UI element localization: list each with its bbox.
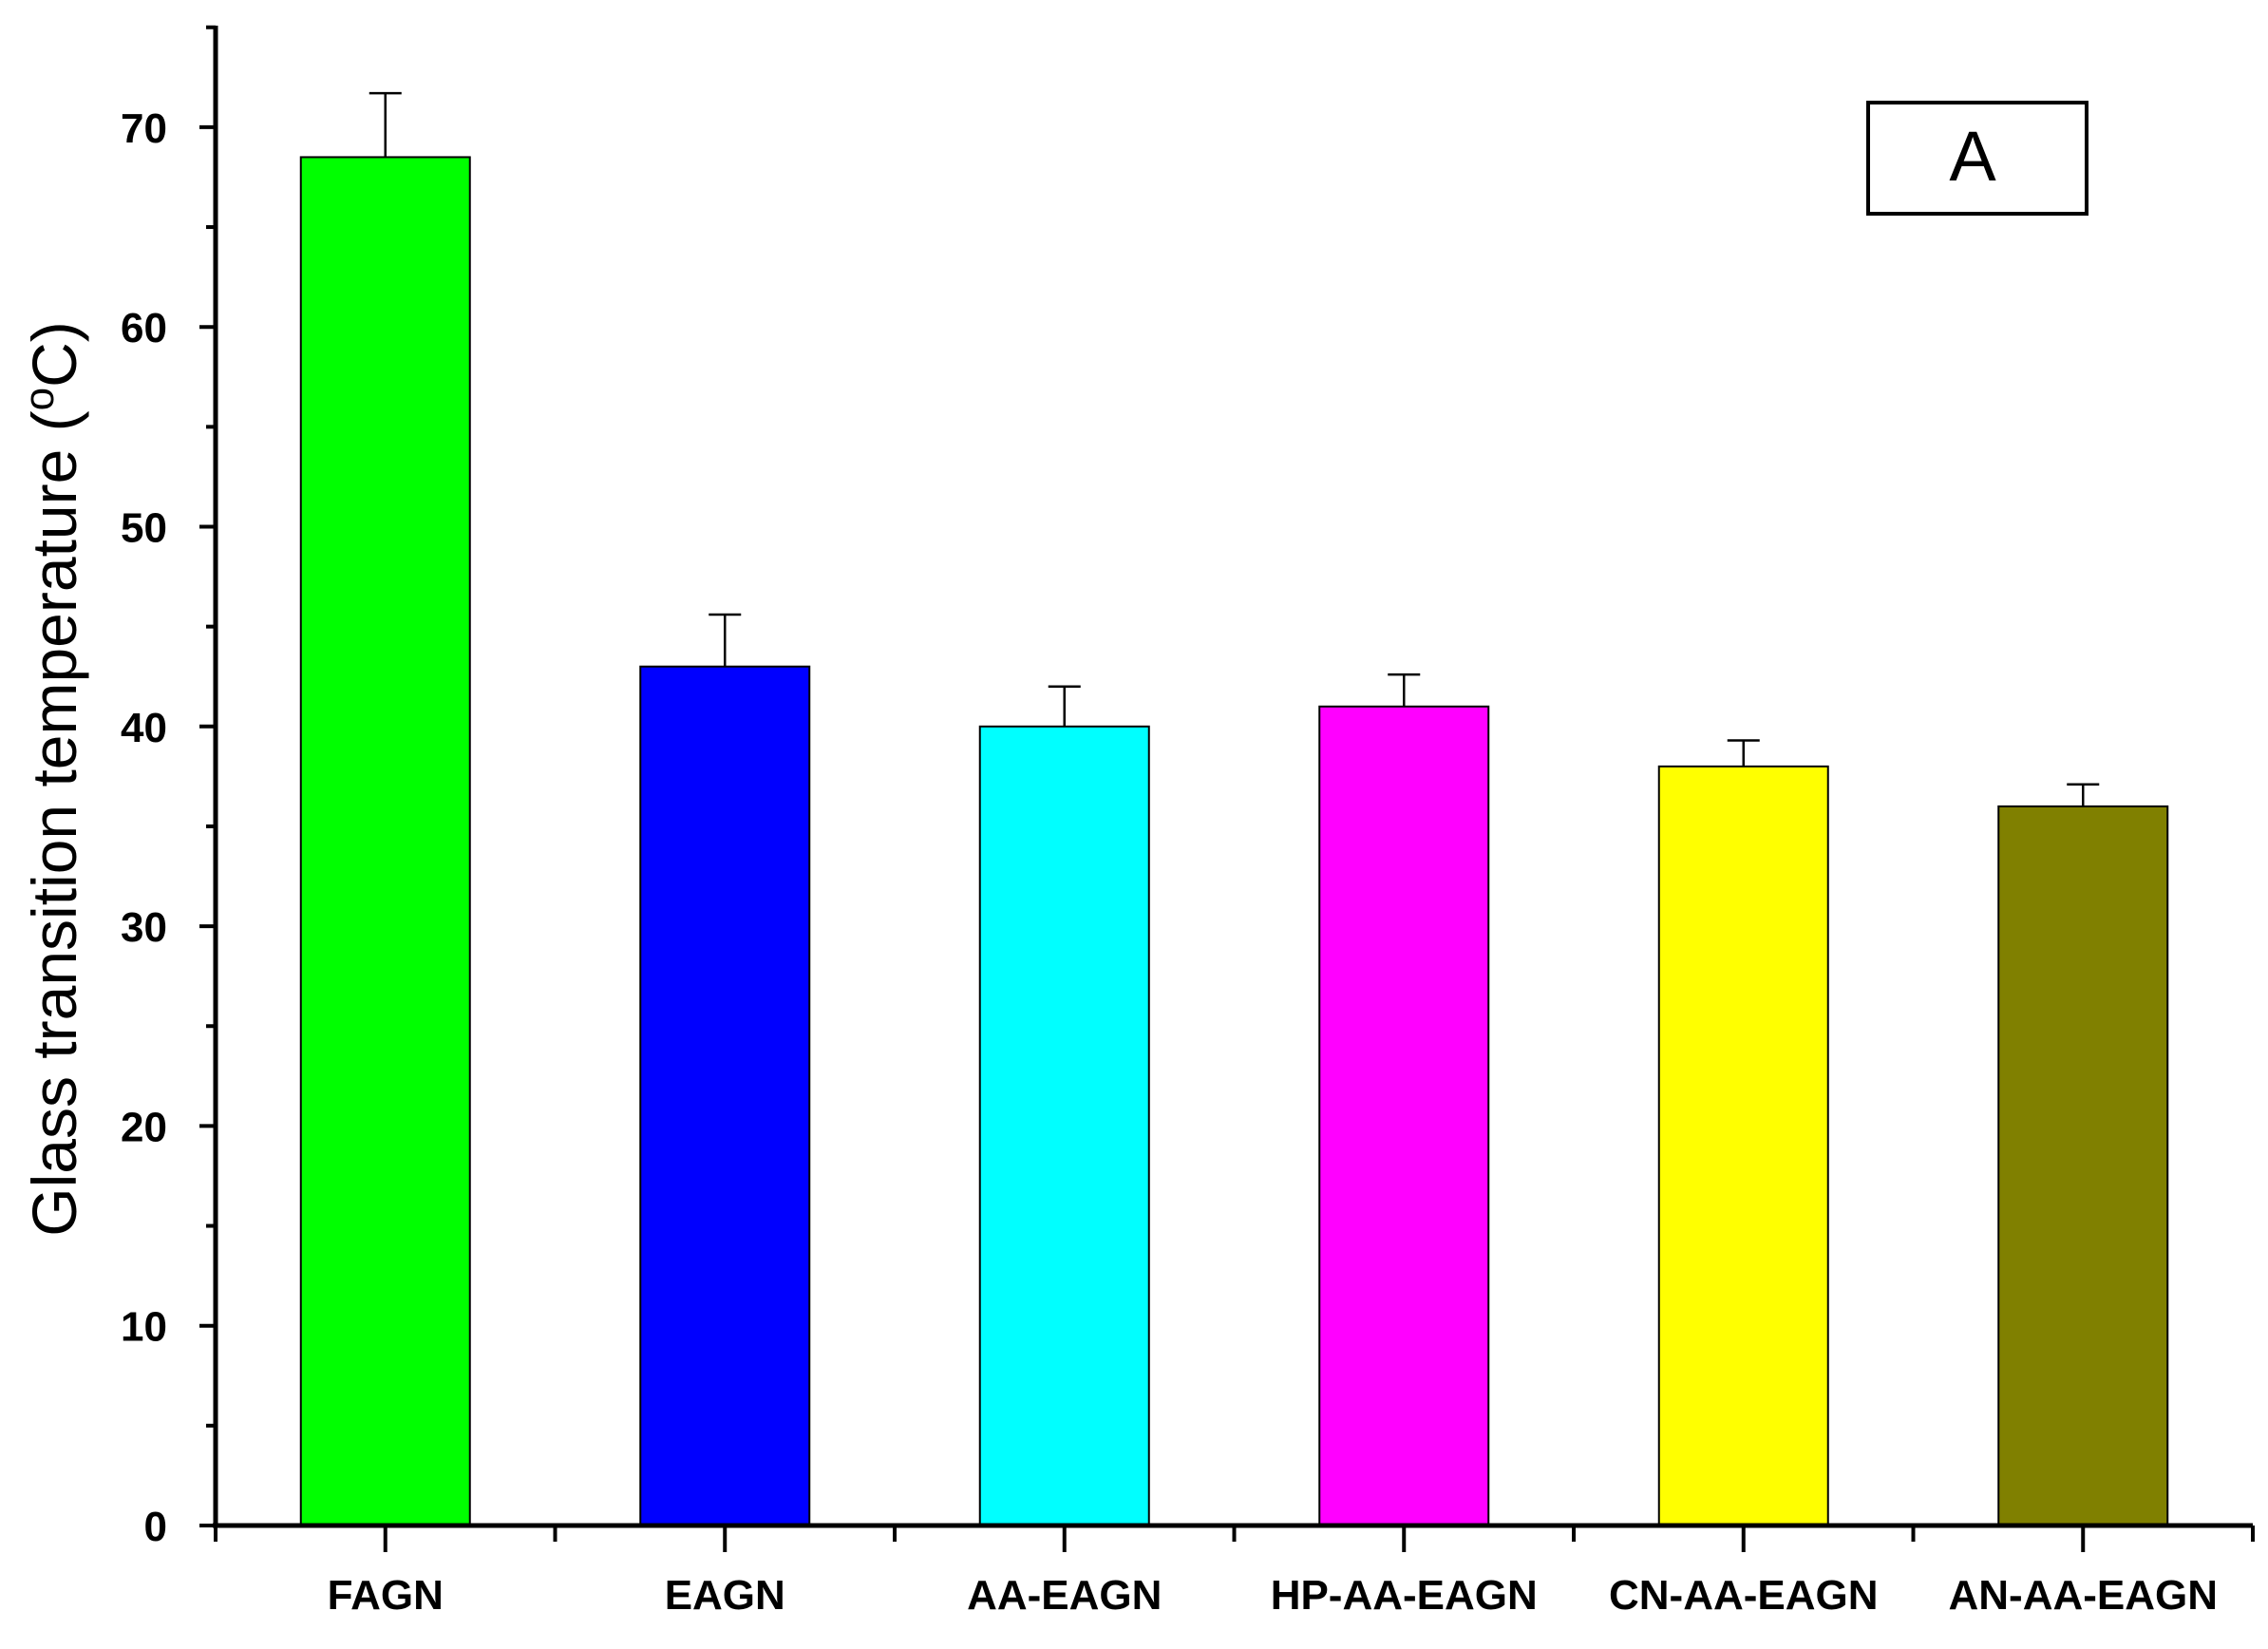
y-tick-label-50: 50 [121,505,167,552]
annotation-label: A [1949,117,1996,196]
x-tick-label-fagn: FAGN [328,1572,444,1619]
y-axis-title-main: Glass transition temperature ( [19,410,89,1236]
bar-aa-eagn [978,725,1150,1526]
bar-hp-aa-eagn [1318,705,1490,1526]
y-tick-label-10: 10 [121,1304,167,1351]
y-ticks-group: 0 10 20 30 40 50 60 70 [121,25,216,1550]
bars-group [299,156,2169,1527]
x-ticks-group: FAGN EAGN AA-EAGN HP-AA-EAGN CN-AA-EAGN AN-AA… [214,1526,2255,1619]
x-tick-label-cn-aa-eagn: CN-AA-EAGN [1609,1572,1879,1619]
y-tick-label-70: 70 [121,105,167,152]
error-bars-group [369,91,2100,806]
y-tick-label-60: 60 [121,305,167,351]
x-tick-label-eagn: EAGN [665,1572,785,1619]
y-tick-label-30: 30 [121,904,167,951]
axes-group [213,26,2253,1528]
bar-fagn [299,156,471,1527]
y-axis-title-degree: o [16,388,63,410]
y-tick-label-0: 0 [144,1504,167,1550]
x-tick-label-hp-aa-eagn: HP-AA-EAGN [1271,1572,1538,1619]
y-tick-label-40: 40 [121,705,167,751]
x-tick-label-an-aa-eagn: AN-AA-EAGN [1948,1572,2218,1619]
bar-eagn [639,665,811,1526]
annotation-box: A [1866,101,2088,216]
bar-an-aa-eagn [1997,805,2169,1526]
y-axis-title: Glass transition temperature (oC) [16,321,89,1236]
y-tick-label-20: 20 [121,1104,167,1150]
bar-cn-aa-eagn [1657,765,1829,1526]
x-tick-label-aa-eagn: AA-EAGN [967,1572,1162,1619]
y-axis-title-unit: C) [19,321,89,388]
